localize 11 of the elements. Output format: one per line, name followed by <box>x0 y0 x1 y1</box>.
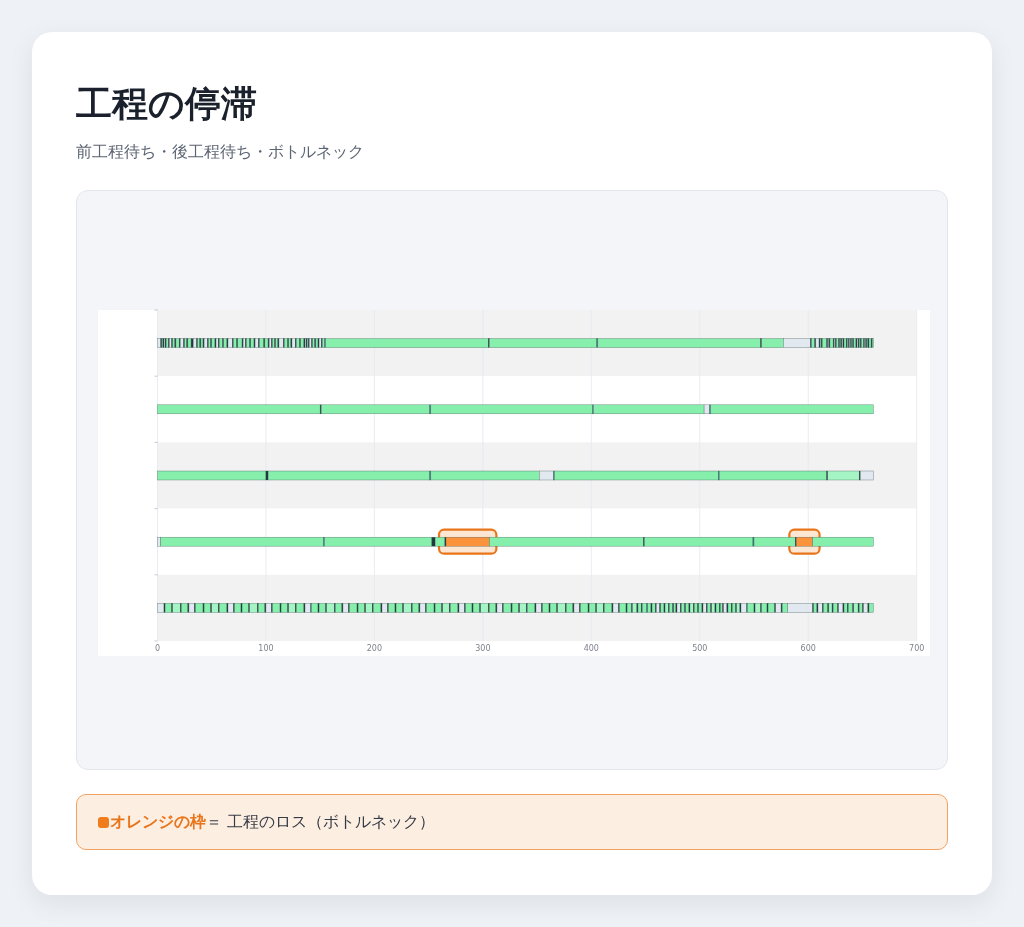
x-tick-label: 200 <box>366 644 383 653</box>
text: オレンジの枠＝ 工程のロス（ボトルネック） <box>110 812 436 831</box>
x-tick-label: 100 <box>258 644 274 653</box>
chart-subtitle: 前工程待ち・後工程待ち・ボトルネック <box>76 141 364 163</box>
chart-title: 工程の停滞 <box>76 82 257 126</box>
x-tick-label: 500 <box>692 644 708 653</box>
x-tick-label: 300 <box>475 644 491 653</box>
x-tick-label: 400 <box>583 644 599 653</box>
x-tick-label: 0 <box>154 644 161 653</box>
x-tick-label: 700 <box>909 644 925 653</box>
x-tick-label: 600 <box>800 644 816 653</box>
